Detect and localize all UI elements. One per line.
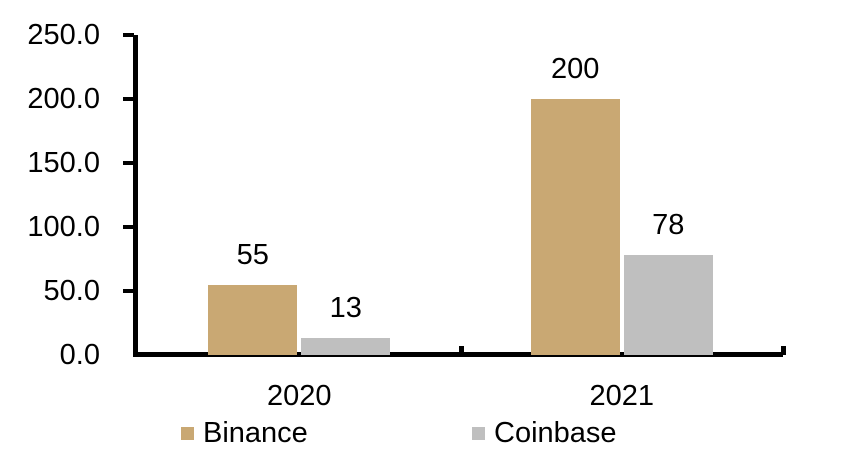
y-tick-mark	[123, 161, 134, 165]
value-label: 13	[329, 292, 362, 324]
y-tick-label: 250.0	[27, 19, 100, 51]
x-axis-line	[133, 352, 783, 357]
y-tick-label: 0.0	[59, 339, 100, 371]
bar-coinbase-2020	[301, 338, 391, 355]
y-tick-label: 100.0	[27, 211, 100, 243]
y-tick-mark	[123, 97, 134, 101]
x-tick-mark	[781, 346, 786, 355]
y-tick-mark	[123, 289, 134, 293]
y-tick-label: 200.0	[27, 83, 100, 115]
value-label: 200	[551, 53, 600, 85]
value-label: 55	[236, 239, 269, 271]
bar-binance-2020	[208, 285, 298, 355]
legend-swatch-binance	[181, 426, 194, 440]
x-tick-mark	[458, 346, 464, 355]
legend-label: Binance	[203, 417, 308, 449]
y-tick-label: 50.0	[43, 275, 100, 307]
y-axis-line	[133, 35, 138, 357]
legend-label: Coinbase	[494, 417, 617, 449]
legend-swatch-coinbase	[472, 426, 485, 440]
category-label-2021: 2021	[589, 380, 654, 412]
y-tick-label: 150.0	[27, 147, 100, 179]
legend-item-binance: Binance	[181, 417, 308, 449]
bar-coinbase-2021	[623, 255, 713, 355]
category-label-2020: 2020	[266, 380, 332, 412]
value-label: 78	[652, 209, 685, 241]
y-tick-mark	[123, 225, 134, 229]
bar-binance-2021	[530, 99, 620, 355]
y-tick-mark	[123, 33, 134, 37]
legend-item-coinbase: Coinbase	[472, 417, 617, 449]
